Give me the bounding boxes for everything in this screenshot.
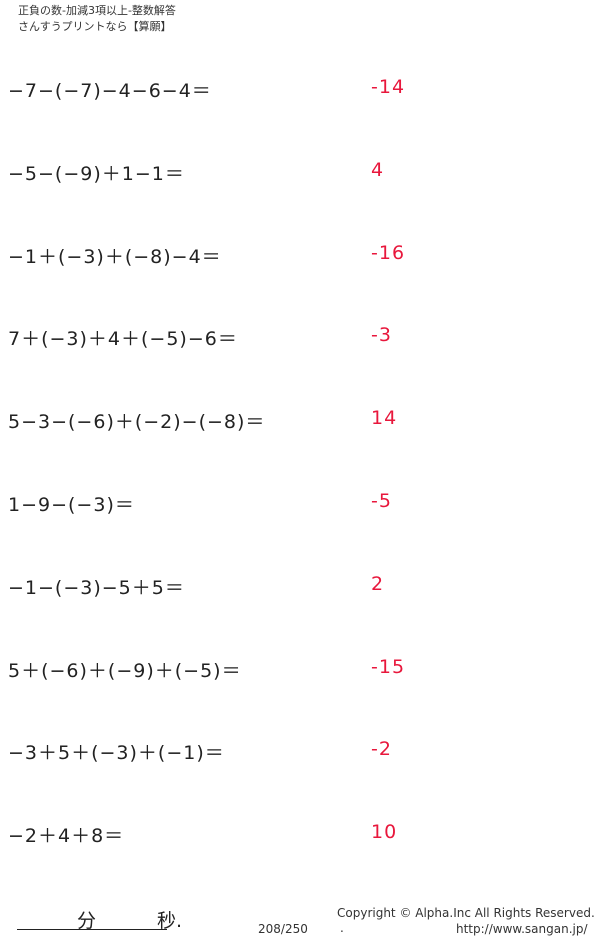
problem-row: 1−9−(−3)＝ -5 [0, 490, 600, 516]
problem-row: 5＋(−6)＋(−9)＋(−5)＝ -15 [0, 655, 600, 682]
problem-expression: 1−9−(−3)＝ [8, 494, 135, 516]
problem-expression: 5＋(−6)＋(−9)＋(−5)＝ [8, 659, 242, 682]
problem-row: −2＋4＋8＝ 10 [0, 821, 600, 848]
problem-answer: -15 [371, 655, 406, 678]
problem-answer: 14 [371, 407, 398, 430]
seconds-label: 秒. [157, 910, 183, 932]
problem-expression: 5−3−(−6)＋(−2)−(−8)＝ [8, 411, 266, 434]
problem-expression: 7＋(−3)＋4＋(−5)−6＝ [8, 328, 238, 351]
problem-answer: -5 [371, 490, 392, 512]
problem-answer: -14 [371, 76, 406, 98]
footer-dot: . [340, 921, 344, 935]
site-url[interactable]: http://www.sangan.jp/ [456, 922, 588, 936]
time-underline [17, 929, 167, 930]
minutes-label: 分 [77, 910, 97, 932]
site-subtitle: さんすうプリントなら【算願】 [18, 20, 172, 33]
problem-row: 5−3−(−6)＋(−2)−(−8)＝ 14 [0, 407, 600, 434]
problem-row: 7＋(−3)＋4＋(−5)−6＝ -3 [0, 324, 600, 351]
page-number: 208/250 [258, 922, 308, 936]
problem-expression: −5−(−9)＋1−1＝ [8, 162, 185, 185]
problem-expression: −7−(−7)−4−6−4＝ [8, 80, 212, 102]
problem-expression: −3＋5＋(−3)＋(−1)＝ [8, 742, 225, 765]
problem-expression: −1−(−3)−5＋5＝ [8, 576, 185, 599]
problem-expression: −2＋4＋8＝ [8, 825, 125, 848]
problem-answer: -2 [371, 738, 392, 761]
problem-answer: 2 [371, 572, 385, 595]
problem-answer: 4 [371, 158, 385, 181]
problem-expression: −1＋(−3)＋(−8)−4＝ [8, 245, 222, 268]
problem-row: −1＋(−3)＋(−8)−4＝ -16 [0, 241, 600, 268]
copyright: Copyright © Alpha.Inc All Rights Reserve… [337, 906, 595, 920]
problem-row: −1−(−3)−5＋5＝ 2 [0, 572, 600, 599]
problem-row: −5−(−9)＋1−1＝ 4 [0, 158, 600, 185]
problem-row: −7−(−7)−4−6−4＝ -14 [0, 76, 600, 102]
worksheet-title: 正負の数-加減3項以上-整数解答 [18, 4, 176, 17]
problem-answer: -3 [371, 324, 392, 347]
problem-answer: -16 [371, 241, 406, 264]
problem-answer: 10 [371, 821, 398, 844]
problem-row: −3＋5＋(−3)＋(−1)＝ -2 [0, 738, 600, 765]
